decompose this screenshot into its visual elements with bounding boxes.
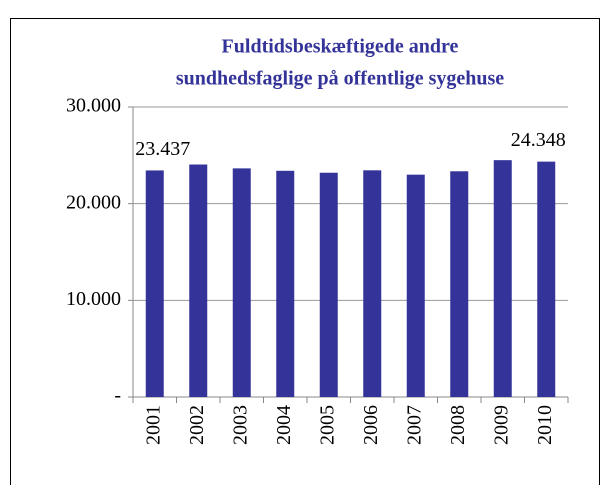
bar bbox=[493, 160, 512, 397]
x-tick-label: 2001 bbox=[142, 405, 164, 445]
bar bbox=[450, 171, 469, 397]
chart-title-line1: Fuldtidsbeskæftigede andre bbox=[222, 36, 459, 58]
y-tick-label: 30.000 bbox=[66, 95, 121, 117]
data-label: 23.437 bbox=[135, 138, 190, 160]
x-tick-label: 2005 bbox=[316, 405, 338, 445]
bar bbox=[319, 172, 338, 397]
x-tick-label: 2004 bbox=[273, 405, 295, 445]
bar bbox=[189, 164, 208, 397]
bar bbox=[537, 161, 556, 397]
x-tick-label: 2003 bbox=[229, 405, 251, 445]
y-tick-label: 10.000 bbox=[66, 288, 121, 310]
x-tick-label: 2007 bbox=[403, 405, 425, 445]
data-label: 24.348 bbox=[511, 129, 566, 151]
x-tick-label: 2010 bbox=[534, 405, 556, 445]
bar bbox=[276, 170, 295, 397]
x-tick-label: 2008 bbox=[447, 405, 469, 445]
bar bbox=[232, 168, 251, 397]
chart-title-line2: sundhedsfaglige på offentlige sygehuse bbox=[176, 68, 504, 90]
bar bbox=[406, 174, 425, 397]
bar bbox=[363, 170, 382, 397]
x-tick-label: 2009 bbox=[490, 405, 512, 445]
y-tick-label: - bbox=[114, 385, 121, 407]
y-tick-label: 20.000 bbox=[66, 191, 121, 213]
x-tick-label: 2002 bbox=[186, 405, 208, 445]
x-tick-label: 2006 bbox=[360, 405, 382, 445]
bar bbox=[145, 170, 164, 397]
